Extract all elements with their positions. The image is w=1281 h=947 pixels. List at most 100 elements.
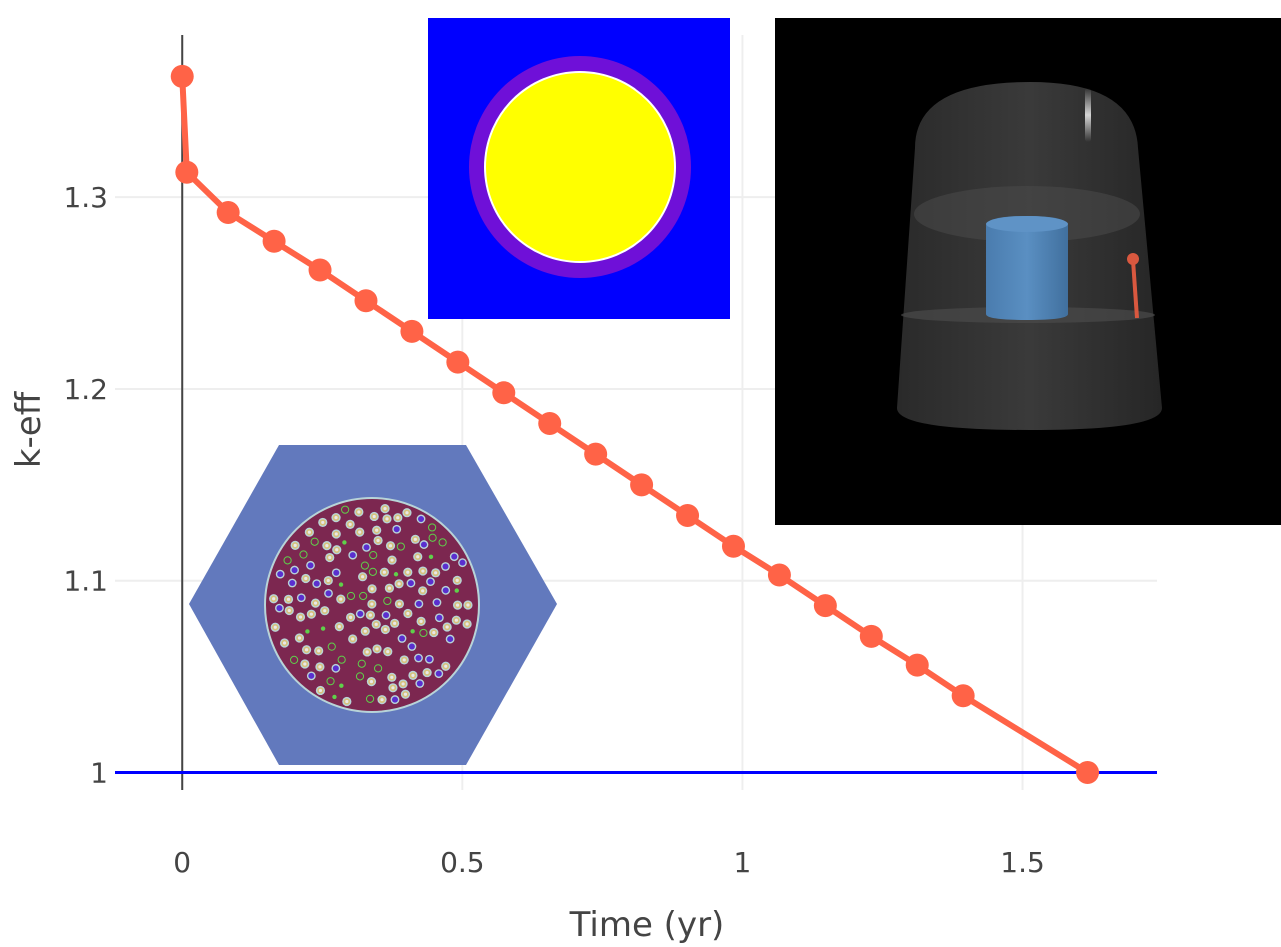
- triso-particle: [407, 642, 417, 651]
- triso-particle: [445, 634, 455, 644]
- data-point: [767, 563, 791, 587]
- triso-particle: [322, 541, 332, 551]
- triso-particle: [339, 683, 344, 688]
- triso-particle: [295, 612, 306, 622]
- triso-particle: [377, 695, 387, 705]
- x-tick-label: 0.5: [440, 846, 485, 879]
- triso-particle: [419, 540, 429, 549]
- triso-particle: [270, 622, 280, 632]
- triso-particle: [438, 538, 447, 547]
- triso-particle: [392, 524, 402, 534]
- triso-particle: [315, 662, 325, 672]
- y-axis-title: k-eff: [9, 390, 49, 468]
- triso-particle: [387, 672, 397, 682]
- triso-particle: [394, 599, 405, 609]
- triso-particle: [380, 624, 390, 635]
- triso-particle: [416, 616, 426, 627]
- reactor-rod-tip: [1127, 253, 1139, 265]
- data-point: [175, 160, 199, 184]
- data-point: [538, 411, 562, 435]
- triso-particle: [355, 672, 365, 681]
- triso-particle: [372, 525, 382, 535]
- triso-particle: [382, 514, 392, 524]
- triso-particle: [283, 594, 294, 604]
- triso-particle: [362, 542, 371, 552]
- triso-particle: [315, 685, 326, 696]
- triso-particle: [384, 583, 395, 593]
- triso-particle: [369, 511, 379, 522]
- triso-particle: [441, 585, 451, 595]
- triso-particle: [320, 626, 326, 631]
- triso-particle: [379, 567, 389, 577]
- y-tick-label: 1.2: [63, 373, 108, 406]
- triso-particle: [336, 594, 346, 604]
- triso-particle: [357, 659, 366, 668]
- reactor-core: [986, 216, 1068, 320]
- triso-particle: [398, 679, 408, 689]
- triso-particle: [442, 622, 452, 632]
- triso-particle: [275, 603, 284, 613]
- hex-block-inset: [185, 442, 560, 768]
- y-tick-label: 1: [90, 756, 108, 789]
- triso-particle: [269, 594, 279, 604]
- triso-particle: [331, 529, 341, 539]
- triso-particle: [325, 552, 335, 563]
- data-point: [905, 653, 929, 677]
- triso-particle: [365, 694, 375, 703]
- triso-particle: [426, 577, 435, 587]
- data-point: [721, 534, 745, 558]
- x-tick-labels: 0 0.5 1 1.5: [173, 846, 1045, 879]
- triso-particle: [390, 695, 400, 704]
- data-point: [216, 201, 240, 225]
- series-keff: [170, 64, 1100, 784]
- triso-particle: [397, 634, 407, 643]
- triso-particle: [366, 677, 377, 687]
- triso-particle: [380, 504, 390, 514]
- triso-particle: [369, 551, 378, 560]
- triso-particle: [434, 613, 444, 623]
- triso-particle: [341, 505, 350, 514]
- triso-particle: [355, 527, 365, 537]
- triso-particle: [310, 537, 319, 546]
- triso-particle: [381, 610, 391, 620]
- triso-particle: [403, 608, 413, 619]
- triso-particle: [348, 634, 358, 644]
- triso-particle: [342, 540, 347, 545]
- triso-particle: [332, 694, 337, 700]
- triso-particle: [367, 599, 377, 609]
- triso-particle: [419, 628, 428, 638]
- data-point: [170, 64, 194, 88]
- triso-particle: [428, 533, 437, 542]
- data-point: [584, 442, 608, 466]
- triso-particle: [362, 647, 372, 657]
- triso-particle: [449, 552, 459, 562]
- triso-particle: [331, 513, 341, 523]
- triso-particle: [296, 593, 306, 603]
- triso-particle: [393, 572, 399, 577]
- triso-particle: [359, 591, 368, 601]
- triso-particle: [299, 550, 308, 559]
- triso-particle: [304, 527, 314, 537]
- triso-particle: [452, 575, 462, 585]
- triso-particle: [368, 567, 377, 576]
- triso-particle: [289, 655, 299, 664]
- triso-particle: [354, 507, 364, 517]
- triso-particle: [373, 664, 383, 673]
- triso-particle: [418, 586, 428, 596]
- x-tick-label: 1: [734, 846, 752, 879]
- triso-particle: [383, 596, 392, 606]
- reactor-control-rod: [1131, 259, 1139, 319]
- triso-particle: [390, 618, 400, 628]
- triso-particle: [414, 599, 424, 609]
- triso-particle: [306, 560, 315, 570]
- triso-particle: [463, 600, 473, 610]
- triso-particle: [331, 568, 341, 578]
- triso-particle: [428, 554, 434, 560]
- triso-particle: [365, 610, 375, 620]
- triso-particle: [422, 667, 432, 678]
- triso-particle: [360, 626, 370, 636]
- triso-particle: [408, 670, 418, 680]
- triso-particle: [415, 679, 425, 688]
- triso-particle: [418, 566, 428, 576]
- triso-particle: [458, 558, 467, 568]
